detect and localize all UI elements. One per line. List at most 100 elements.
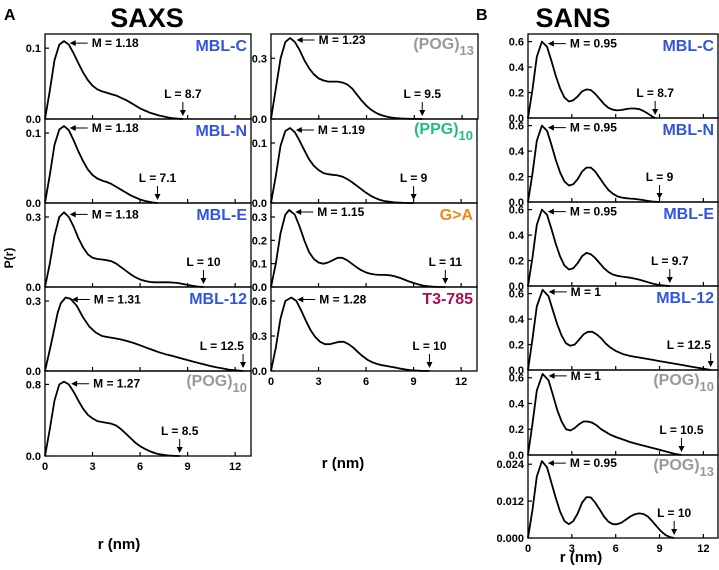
- y-tick-label: 0.3: [252, 212, 267, 224]
- pr-curve: [44, 125, 158, 204]
- y-tick-label: 0.000: [496, 533, 524, 545]
- l-label: L = 9.5: [404, 87, 442, 101]
- l-label: L = 9: [646, 170, 674, 184]
- x-tick-label: 3: [89, 461, 95, 473]
- m-label: M = 1.18: [92, 207, 139, 221]
- y-tick-label: 0.1: [26, 43, 41, 55]
- l-label: L = 10.5: [659, 423, 703, 437]
- m-arrow-head: [547, 124, 554, 131]
- sample-title: MBL-N: [662, 122, 714, 139]
- sample-title: MBL-E: [663, 206, 714, 223]
- y-tick-label: 0.6: [509, 205, 524, 217]
- l-label: L = 8.5: [161, 424, 199, 438]
- sample-title: (POG)13: [653, 457, 714, 479]
- l-arrow-head: [154, 194, 161, 200]
- subplot-b-10: 0.0 0.2 0.4 0.6 M = 0.95 L = 9 MBL-N: [509, 117, 719, 209]
- l-arrow-head: [179, 110, 186, 116]
- x-tick-label: 0: [268, 376, 274, 388]
- y-tick-label: 0.1: [252, 259, 267, 271]
- m-label: M = 1.19: [318, 123, 365, 137]
- x-tick-label: 12: [697, 543, 709, 555]
- l-arrow-head: [426, 362, 433, 368]
- subplot-a-5: 0.0 0.3 M = 1.23 L = 9.5 (POG)13: [252, 33, 479, 126]
- y-tick-label: 0.0: [26, 198, 41, 210]
- sample-title: MBL-E: [196, 207, 247, 224]
- sample-title: MBL-N: [195, 123, 247, 140]
- m-label: M = 1: [571, 369, 602, 383]
- m-arrow-head: [547, 40, 554, 47]
- l-arrow-head: [410, 194, 417, 200]
- l-label: L = 9.7: [651, 254, 689, 268]
- subplot-a-6: 0.0 0.1 M = 1.19 L = 9 (PPG)10: [252, 118, 478, 210]
- m-label: M = 1.18: [92, 121, 139, 135]
- sample-title: (PPG)10: [414, 121, 473, 143]
- sample-title: (POG)13: [413, 36, 474, 58]
- pr-curve: [44, 211, 204, 288]
- pr-curve: [44, 380, 180, 457]
- l-label: L = 9: [400, 171, 428, 185]
- m-arrow-head: [295, 209, 302, 215]
- m-label: M = 0.95: [570, 205, 617, 219]
- m-label: M = 0.95: [570, 121, 617, 135]
- x-tick-label: 0: [42, 461, 48, 473]
- pr-curve: [527, 373, 682, 456]
- m-arrow-head: [295, 127, 302, 133]
- y-tick-label: 0.024: [496, 459, 524, 471]
- m-arrow-head: [69, 125, 76, 131]
- m-label: M = 1.27: [93, 377, 140, 391]
- l-arrow-head: [442, 278, 449, 284]
- pr-curve: [270, 127, 414, 204]
- plot-frame: [527, 454, 719, 539]
- subplot-b-9: 0.0 0.2 0.4 0.6 M = 0.95 L = 8.7 MBL-C: [509, 33, 719, 125]
- y-tick-label: 0.0: [252, 366, 267, 378]
- y-tick-label: 0.2: [509, 256, 524, 268]
- y-tick-label: 0.012: [496, 496, 524, 508]
- m-arrow-head: [69, 40, 76, 47]
- m-arrow-head: [71, 296, 78, 303]
- pr-curve: [527, 288, 711, 371]
- y-tick-label: 0.3: [26, 296, 41, 308]
- section-title-saxs: SAXS: [110, 3, 184, 33]
- subplot-b-11: 0.0 0.2 0.4 0.6 M = 0.95 L = 9.7 MBL-E: [509, 201, 719, 293]
- l-label: L = 12.5: [667, 338, 711, 352]
- y-tick-label: 0.0: [509, 197, 524, 209]
- sample-title: G>A: [440, 207, 474, 224]
- y-tick-label: 0.4: [509, 230, 525, 242]
- sample-title: (POG)10: [186, 373, 247, 395]
- m-arrow-head: [548, 288, 555, 295]
- sample-title: (POG)10: [653, 372, 714, 394]
- x-tick-label: 0: [525, 543, 531, 555]
- x-tick-label: 6: [137, 461, 143, 473]
- l-label: L = 8.7: [164, 87, 202, 101]
- m-arrow-head: [71, 380, 78, 387]
- l-label: L = 7.1: [139, 171, 177, 185]
- m-label: M = 0.95: [570, 37, 617, 51]
- m-arrow-head: [547, 208, 554, 215]
- subplot-a-2: 0.0 0.3 M = 1.18 L = 10 MBL-E: [26, 202, 252, 294]
- m-label: M = 1.15: [317, 205, 364, 219]
- y-tick-label: 0.6: [509, 373, 524, 385]
- x-tick-label: 12: [455, 376, 467, 388]
- pr-curve: [527, 460, 675, 539]
- l-arrow-head: [666, 277, 673, 283]
- m-label: M = 1.23: [319, 33, 366, 47]
- subplot-b-14: 0.000 0.012 0.024 0 3 6 9 12 M = 0.95 L = 10 (POG)…: [496, 454, 719, 555]
- y-tick-label: 0.4: [509, 314, 525, 326]
- subplot-b-12: 0.0 0.2 0.4 0.6 M = 1 L = 12.5 MBL-12: [509, 285, 719, 377]
- l-arrow-head: [707, 361, 714, 367]
- l-label: L = 10: [412, 339, 446, 353]
- l-arrow-head: [671, 529, 678, 535]
- y-tick-label: 0.0: [252, 282, 267, 294]
- subplot-a-4: 0.0 0.8 0 3 6 9 12 M = 1.27 L = 8.5 (POG)10: [26, 370, 252, 473]
- y-tick-label: 0.2: [509, 88, 524, 100]
- y-tick-label: 0.2: [509, 172, 524, 184]
- m-arrow-head: [547, 460, 554, 467]
- y-axis-label: P(r): [2, 248, 16, 269]
- x-axis-label-saxs-left: r (nm): [98, 536, 141, 553]
- y-tick-label: 0.0: [252, 114, 267, 126]
- sample-title: MBL-12: [189, 291, 247, 308]
- section-title-sans: SANS: [535, 3, 610, 33]
- pr-curve: [527, 124, 660, 203]
- x-axis-label-saxs-right: r (nm): [322, 455, 365, 472]
- pr-curve: [527, 40, 656, 119]
